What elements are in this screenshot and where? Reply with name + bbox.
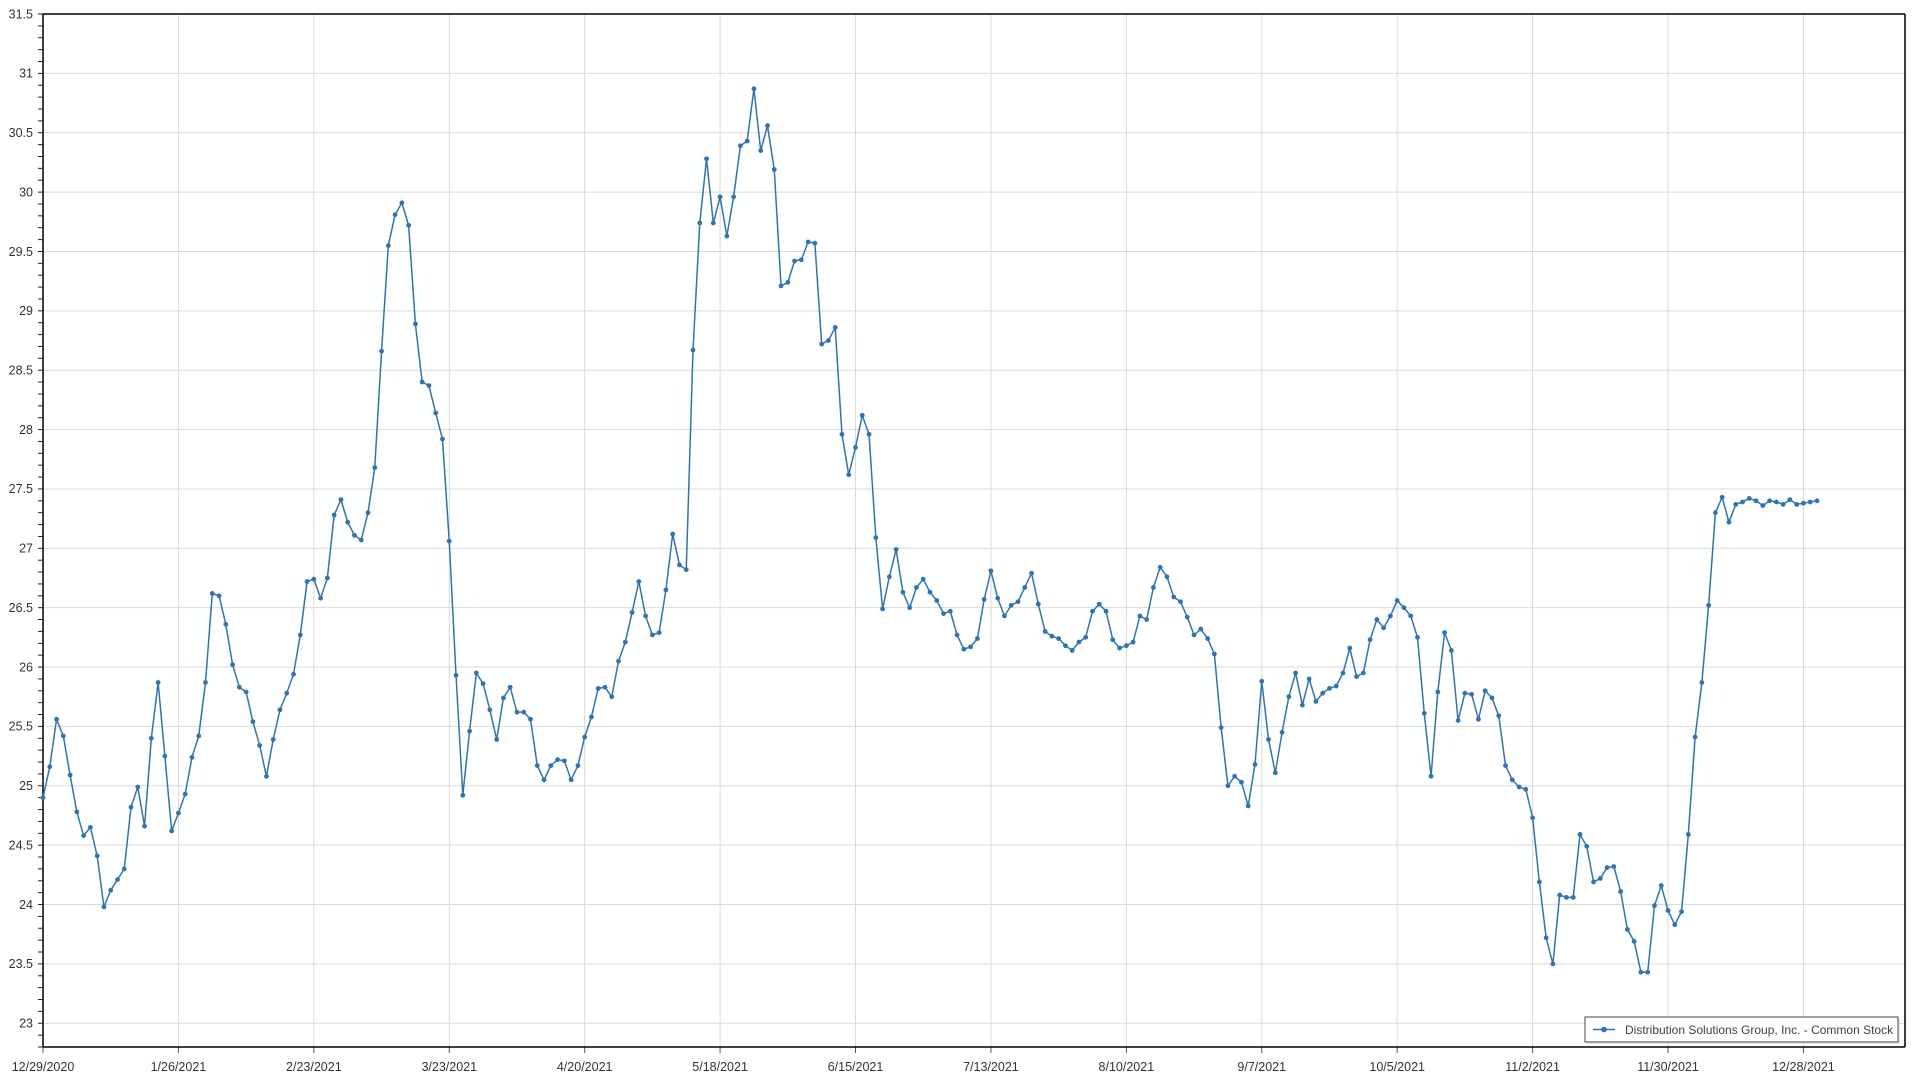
svg-text:27.5: 27.5: [9, 482, 33, 496]
svg-text:2/23/2021: 2/23/2021: [286, 1060, 342, 1074]
svg-text:28.5: 28.5: [9, 364, 33, 378]
svg-text:23.5: 23.5: [9, 957, 33, 971]
svg-text:8/10/2021: 8/10/2021: [1099, 1060, 1155, 1074]
svg-text:6/15/2021: 6/15/2021: [828, 1060, 884, 1074]
svg-text:9/7/2021: 9/7/2021: [1237, 1060, 1286, 1074]
svg-text:23: 23: [19, 1017, 33, 1031]
svg-text:26.5: 26.5: [9, 601, 33, 615]
svg-text:4/20/2021: 4/20/2021: [557, 1060, 613, 1074]
svg-text:11/30/2021: 11/30/2021: [1637, 1060, 1699, 1074]
svg-text:12/28/2021: 12/28/2021: [1772, 1060, 1835, 1074]
svg-text:29.5: 29.5: [9, 245, 33, 259]
svg-text:Distribution Solutions Group,: Distribution Solutions Group, Inc. - Com…: [1625, 1023, 1894, 1037]
svg-text:31.5: 31.5: [9, 7, 33, 21]
svg-text:25: 25: [19, 779, 33, 793]
svg-text:24.5: 24.5: [9, 838, 33, 852]
svg-text:5/18/2021: 5/18/2021: [692, 1060, 748, 1074]
svg-text:26: 26: [19, 660, 33, 674]
svg-text:30: 30: [19, 185, 33, 199]
svg-text:10/5/2021: 10/5/2021: [1369, 1060, 1425, 1074]
svg-text:28: 28: [19, 423, 33, 437]
svg-text:29: 29: [19, 304, 33, 318]
svg-text:1/26/2021: 1/26/2021: [151, 1060, 207, 1074]
svg-text:7/13/2021: 7/13/2021: [963, 1060, 1019, 1074]
svg-text:11/2/2021: 11/2/2021: [1505, 1060, 1560, 1074]
svg-text:27: 27: [19, 542, 33, 556]
svg-text:30.5: 30.5: [9, 126, 33, 140]
svg-text:31: 31: [19, 67, 33, 81]
svg-text:12/29/2020: 12/29/2020: [12, 1060, 75, 1074]
svg-text:25.5: 25.5: [9, 720, 33, 734]
svg-text:24: 24: [19, 898, 33, 912]
svg-text:3/23/2021: 3/23/2021: [421, 1060, 477, 1074]
